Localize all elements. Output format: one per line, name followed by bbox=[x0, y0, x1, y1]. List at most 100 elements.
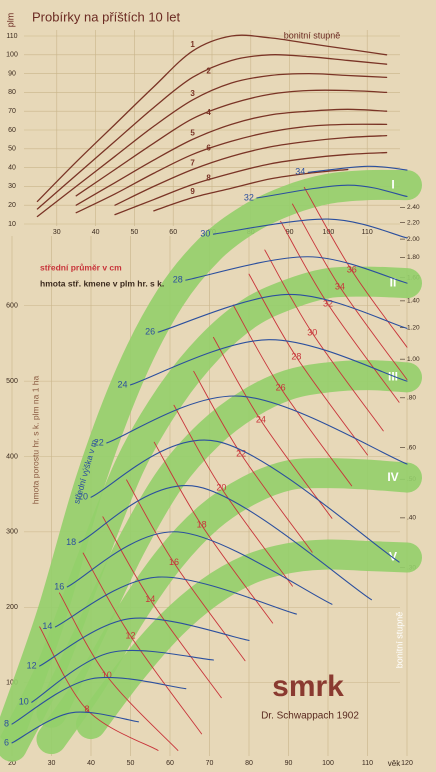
diameter-curve bbox=[280, 220, 400, 403]
y-tick-label: 400 bbox=[6, 453, 18, 460]
height-curve bbox=[11, 676, 187, 725]
thinning-curve bbox=[36, 34, 388, 203]
y-tick-label: 500 bbox=[6, 378, 18, 385]
site-band bbox=[0, 169, 422, 743]
y-tick-label: 90 bbox=[8, 70, 16, 77]
y2-tick-label: 1.20 bbox=[407, 324, 420, 331]
y2-tick-label: .60 bbox=[407, 444, 416, 451]
y2-tick-label: .40 bbox=[407, 515, 416, 522]
diameter-label: 34 bbox=[335, 281, 345, 291]
height-curve bbox=[66, 531, 333, 605]
y-tick-label: 40 bbox=[8, 164, 16, 171]
height-label: 10 bbox=[19, 697, 29, 707]
y-tick-label: 100 bbox=[6, 679, 18, 686]
y2-tick-label: 2.00 bbox=[407, 236, 420, 243]
series-label: 6 bbox=[206, 144, 211, 153]
y2-tick-label: 2.40 bbox=[407, 204, 420, 211]
series-label: 7 bbox=[190, 159, 195, 168]
x-tick-label: 120 bbox=[401, 760, 413, 767]
height-curve bbox=[157, 293, 408, 333]
diameter-label: 30 bbox=[307, 327, 317, 337]
series-label: 9 bbox=[190, 187, 195, 196]
x-tick-label: 80 bbox=[245, 760, 253, 767]
height-curve bbox=[307, 165, 408, 173]
x-tick-label: 90 bbox=[286, 229, 294, 236]
band-label: IV bbox=[387, 470, 398, 484]
y-tick-label: 50 bbox=[8, 146, 16, 153]
x-tick-label: 20 bbox=[8, 760, 16, 767]
y-tick-label: 20 bbox=[8, 202, 16, 209]
diameter-label: 32 bbox=[323, 299, 333, 309]
height-label: 26 bbox=[145, 327, 155, 337]
x-tick-label: 40 bbox=[92, 229, 100, 236]
x-tick-label: 100 bbox=[322, 760, 334, 767]
height-curve bbox=[106, 395, 408, 465]
main-title: smrk bbox=[272, 670, 344, 703]
thinning-curve bbox=[75, 89, 388, 197]
y2-tick-label: 1.40 bbox=[407, 298, 420, 305]
band-label: II bbox=[390, 275, 397, 289]
diameter-label: 16 bbox=[169, 557, 179, 567]
x-tick-label: 100 bbox=[323, 229, 335, 236]
series-label: 8 bbox=[206, 174, 211, 183]
height-label: 34 bbox=[295, 167, 305, 177]
height-curve bbox=[129, 339, 408, 386]
height-label: 20 bbox=[78, 492, 88, 502]
y-tick-label: 100 bbox=[6, 52, 18, 59]
site-band bbox=[36, 360, 422, 728]
diameter-label: 26 bbox=[276, 382, 286, 392]
top-title: Probírky na příštích 10 let bbox=[32, 9, 181, 24]
thinning-curve bbox=[36, 72, 388, 218]
height-curve bbox=[39, 617, 250, 667]
height-label: 14 bbox=[42, 621, 52, 631]
y-tick-label: 70 bbox=[8, 108, 16, 115]
height-curve bbox=[212, 218, 408, 239]
height-label: 28 bbox=[173, 274, 183, 284]
height-label: 12 bbox=[27, 660, 37, 670]
height-label: 24 bbox=[117, 379, 127, 389]
series-label: 3 bbox=[190, 89, 195, 98]
y-label: hmota porostu hr. s k. plm na 1 ha bbox=[30, 375, 40, 504]
y-tick-label: 200 bbox=[6, 604, 18, 611]
height-label: 32 bbox=[244, 192, 254, 202]
diameter-curve bbox=[213, 336, 333, 519]
diameter-label: 8 bbox=[85, 704, 90, 714]
diameter-curve bbox=[193, 370, 313, 553]
height-label: 6 bbox=[4, 737, 9, 747]
y-tick-label: 80 bbox=[8, 89, 16, 96]
thinning-curve bbox=[36, 54, 388, 210]
height-label: 30 bbox=[200, 229, 210, 239]
y-tick-label: 10 bbox=[8, 221, 16, 228]
diameter-curve bbox=[58, 592, 179, 751]
diameter-curve bbox=[292, 203, 408, 381]
thinning-curve bbox=[75, 108, 388, 206]
y2-label: hmota stř. kmene v plm hr. s k. bbox=[40, 278, 164, 288]
thinning-curve bbox=[153, 168, 349, 212]
diameter-curve bbox=[102, 516, 222, 699]
top-y-label: plm bbox=[5, 13, 15, 28]
diameter-curve bbox=[303, 186, 408, 348]
diameter-label: 24 bbox=[256, 415, 266, 425]
site-band bbox=[36, 458, 422, 755]
height-curve bbox=[185, 256, 408, 284]
height-label: 8 bbox=[4, 718, 9, 728]
series-label: 2 bbox=[206, 66, 211, 75]
band-label: I bbox=[391, 177, 394, 191]
thinning-curve bbox=[75, 123, 388, 214]
main-subtitle: Dr. Schwappach 1902 bbox=[261, 711, 359, 722]
height-curve bbox=[54, 576, 297, 628]
diameter-label: 10 bbox=[102, 670, 112, 680]
x-tick-label: 40 bbox=[87, 760, 95, 767]
band-label: V bbox=[389, 550, 397, 564]
diameter-label: 36 bbox=[347, 265, 357, 275]
top-legend-title: bonitní stupně bbox=[284, 30, 341, 40]
x-tick-label: 110 bbox=[362, 760, 373, 767]
y-tick-label: 600 bbox=[6, 303, 18, 310]
y-tick-label: 110 bbox=[6, 33, 17, 40]
y-tick-label: 30 bbox=[8, 183, 16, 190]
bands-label: bonitní stupně bbox=[394, 612, 404, 669]
diameter-label: střední průměr v cm bbox=[40, 262, 122, 272]
y2-tick-label: .80 bbox=[407, 395, 416, 402]
x-tick-label: 50 bbox=[127, 760, 135, 767]
